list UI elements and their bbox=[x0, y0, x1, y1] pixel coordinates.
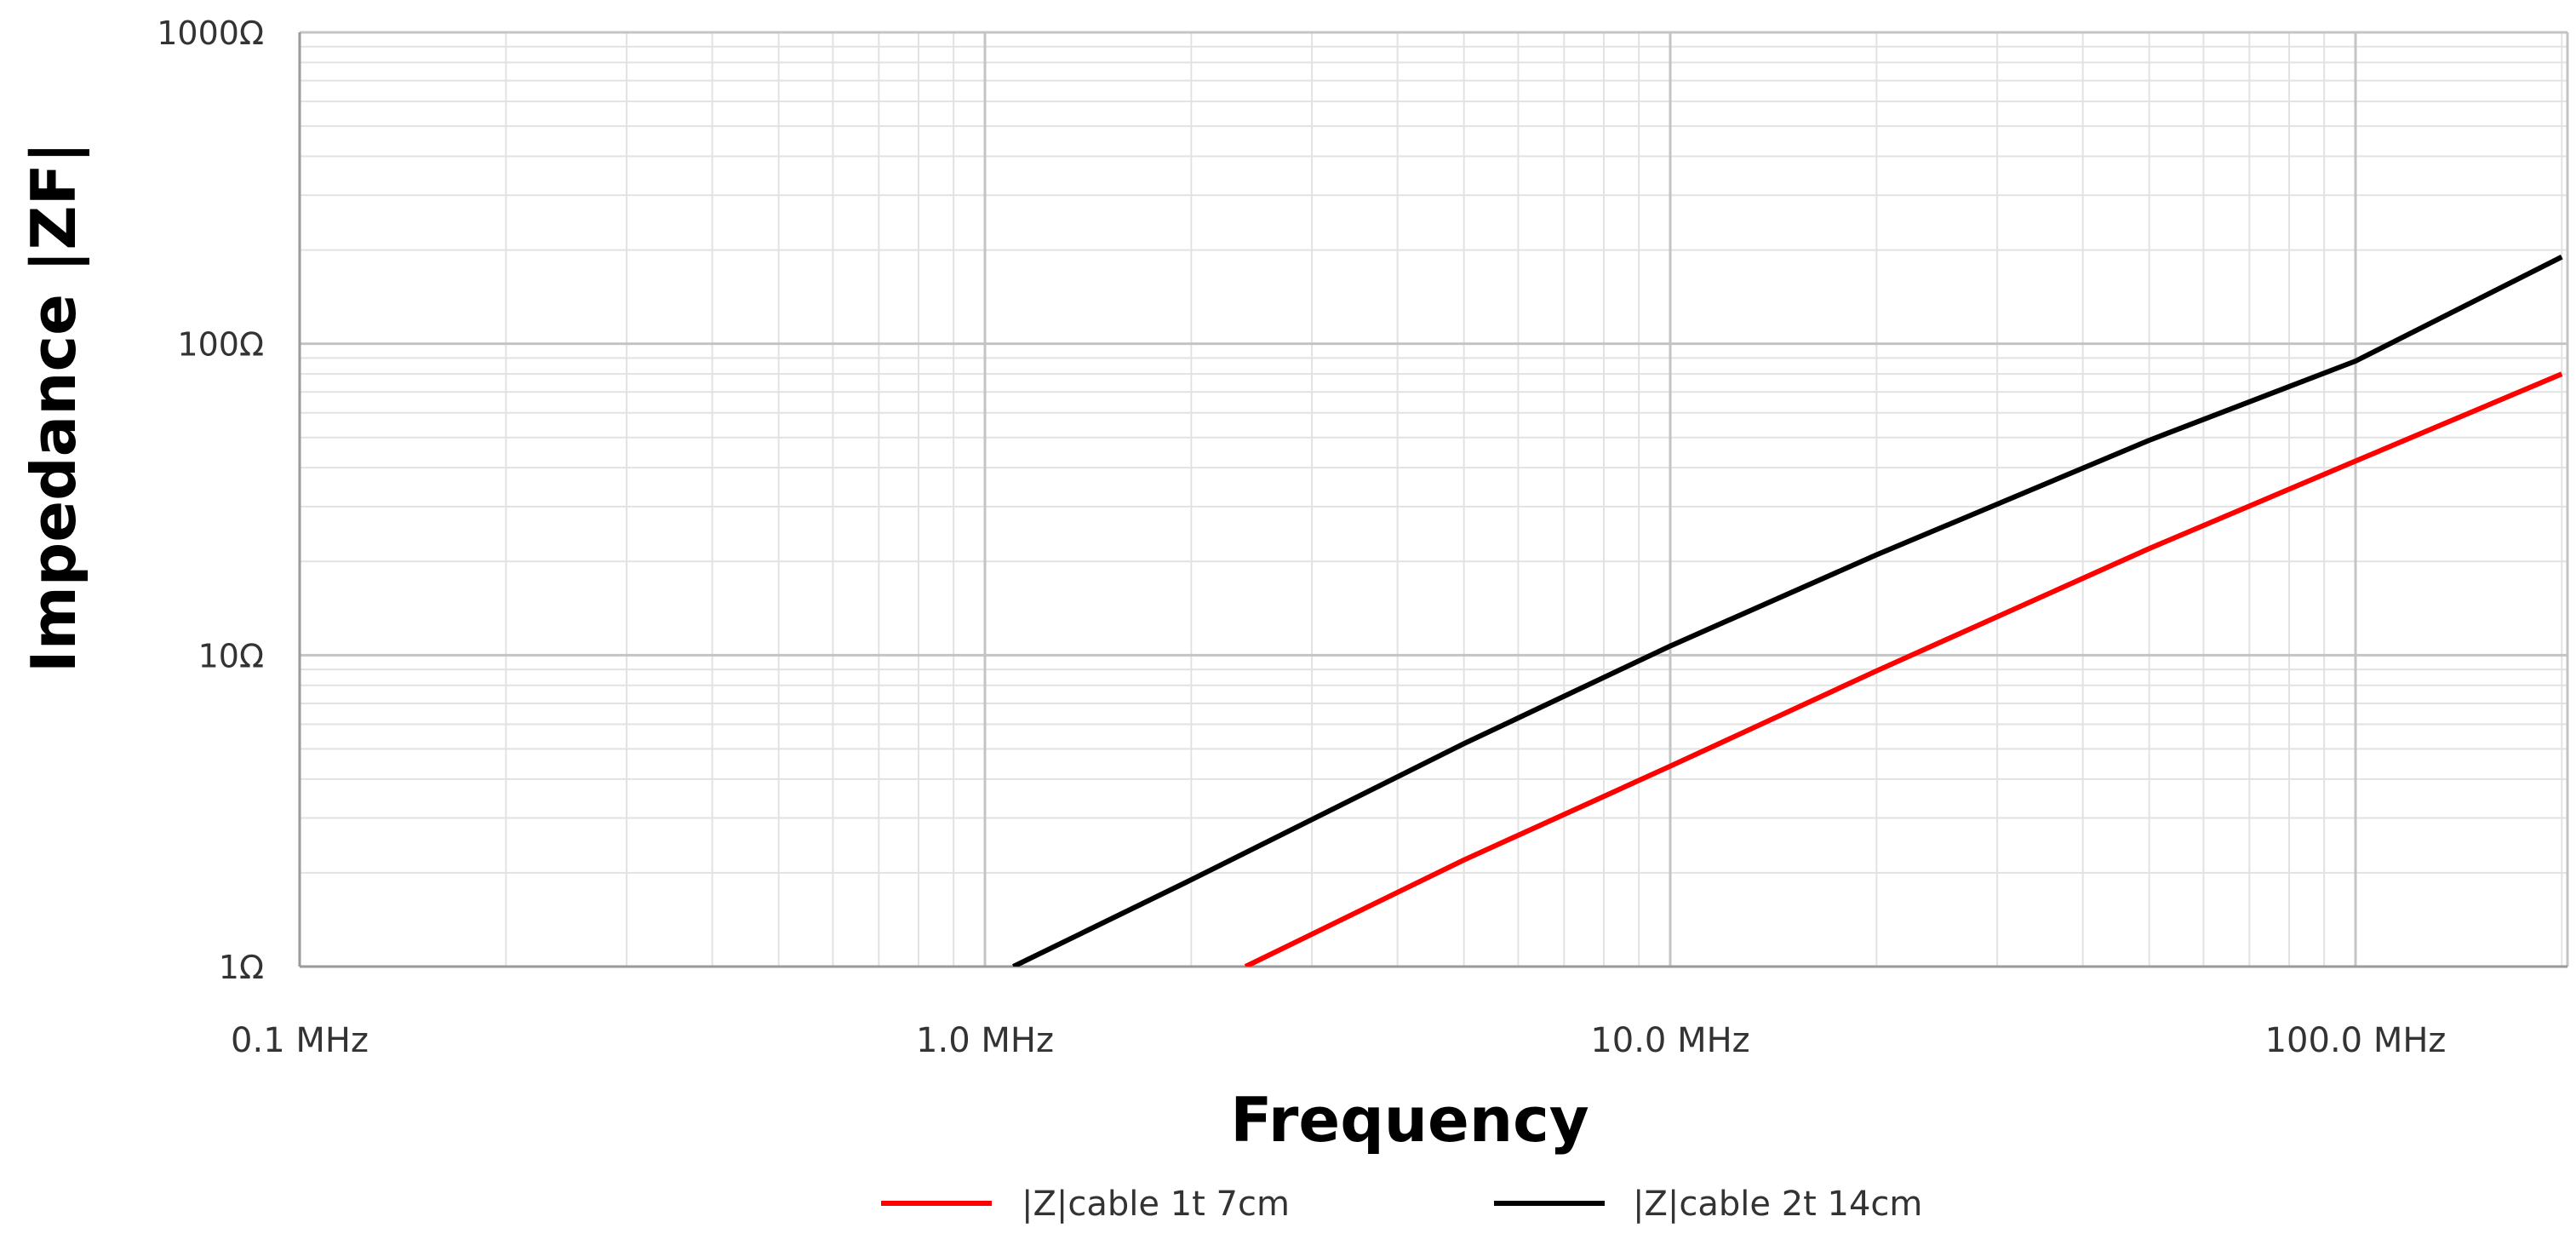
x-tick-label: 10.0 MHz bbox=[1590, 1021, 1749, 1060]
series-line-1 bbox=[1244, 371, 2563, 967]
series-line-2 bbox=[1011, 255, 2563, 967]
y-tick-label: 10Ω bbox=[198, 637, 264, 674]
y-tick-label: 1000Ω bbox=[157, 14, 264, 52]
y-tick-label: 100Ω bbox=[177, 326, 264, 364]
legend-label-2: |Z|cable 2t 14cm bbox=[1633, 1185, 1922, 1224]
x-tick-label: 1.0 MHz bbox=[916, 1021, 1054, 1060]
series-lines bbox=[1011, 255, 2563, 967]
grid bbox=[298, 31, 2569, 968]
tick-labels: 0.1 MHz 1.0 MHz 10.0 MHz 100.0 MHz 1Ω 10Ω 100Ω… bbox=[157, 14, 2446, 1060]
legend-label-1: |Z|cable 1t 7cm bbox=[1022, 1185, 1290, 1224]
legend: |Z|cable 1t 7cm |Z|cable 2t 14cm bbox=[881, 1185, 1922, 1224]
x-axis-title: Frequency bbox=[1230, 1084, 1589, 1156]
x-tick-label: 100.0 MHz bbox=[2265, 1021, 2447, 1060]
x-tick-label: 0.1 MHz bbox=[231, 1021, 369, 1060]
y-tick-label: 1Ω bbox=[219, 949, 264, 986]
y-axis-title: Impedance |ZF| bbox=[18, 141, 90, 673]
axes bbox=[298, 32, 2567, 968]
